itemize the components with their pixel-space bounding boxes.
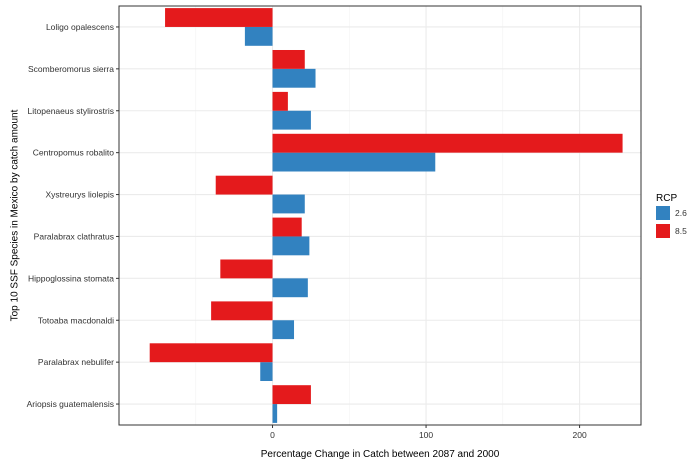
x-axis: 0 100 200 [270, 425, 587, 440]
y-tick-label: Scomberomorus sierra [28, 64, 114, 74]
bar-8-5-10 [272, 385, 311, 405]
legend-key-2-6 [656, 206, 670, 220]
bar-2-6-10 [272, 404, 278, 423]
x-axis-title: Percentage Change in Catch between 2087 … [261, 449, 500, 460]
bar-2-6-9 [260, 362, 273, 382]
x-tick-label: 200 [572, 430, 586, 440]
bar-8-5-4 [272, 133, 623, 153]
x-tick-label: 100 [419, 430, 433, 440]
bar-8-5-3 [272, 91, 288, 111]
y-tick-label: Hippoglossina stomata [28, 273, 114, 283]
y-axis-title: Top 10 SSF Species in Mexico by catch am… [10, 109, 21, 321]
y-tick-label: Litopenaeus stylirostris [28, 106, 114, 116]
bar-2-6-8 [272, 320, 295, 340]
legend-label: 8.5 [675, 226, 687, 236]
y-tick-label: Paralabrax nebulifer [38, 357, 114, 367]
legend-label: 2.6 [675, 208, 687, 218]
y-tick-label: Ariopsis guatemalensis [27, 399, 114, 409]
y-axis: Loligo opalescens Scomberomorus sierra Lit… [27, 22, 119, 409]
y-tick-label: Centropomus robalito [33, 148, 115, 158]
legend-title: RCP [656, 193, 677, 204]
bar-2-6-1 [244, 26, 273, 46]
panel-border [118, 5, 642, 426]
y-tick-label: Totoaba macdonaldi [38, 315, 114, 325]
y-tick-label: Xystreurys liolepis [46, 190, 115, 200]
bar-8-5-1 [165, 8, 273, 27]
bar-2-6-3 [272, 110, 311, 130]
y-tick-label: Paralabrax clathratus [34, 231, 114, 241]
bar-2-6-6 [272, 236, 310, 256]
bar-2-6-7 [272, 278, 308, 298]
y-tick-label: Loligo opalescens [46, 22, 114, 32]
legend: RCP 2.6 8.5 [656, 193, 687, 238]
bar-8-5-6 [272, 217, 302, 237]
x-tick-label: 0 [270, 430, 275, 440]
bar-8-5-9 [149, 343, 273, 363]
bar-8-5-2 [272, 49, 305, 69]
bar-2-6-4 [272, 152, 436, 172]
bar-2-6-5 [272, 194, 305, 214]
bar-8-5-5 [215, 175, 273, 195]
bar-8-5-8 [211, 301, 273, 321]
legend-key-8-5 [656, 224, 670, 238]
bar-8-5-7 [220, 259, 273, 279]
bar-2-6-2 [272, 68, 316, 88]
bars-layer [149, 8, 623, 423]
